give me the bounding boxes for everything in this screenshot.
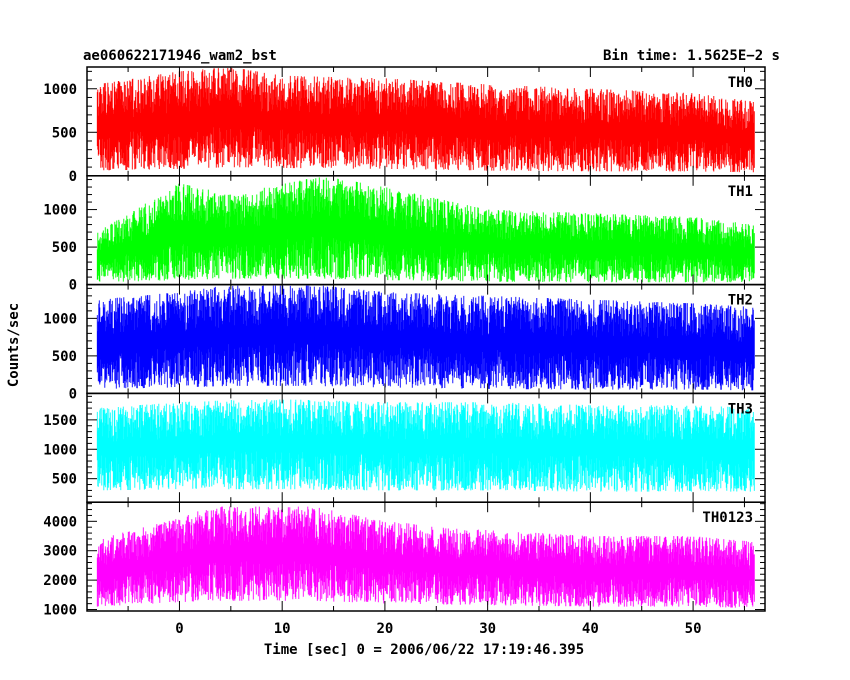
y-tick-label: 500 (52, 240, 77, 256)
panel-th2: 0 500 1000 TH2 (43, 283, 766, 402)
series-trace-th0123 (96, 506, 755, 608)
series-label-th0123: TH0123 (702, 510, 753, 526)
y-tick-label: 1000 (43, 603, 77, 619)
x-tick-label: 10 (274, 621, 291, 637)
chart-title: ae060622171946_wam2_bst (83, 48, 277, 64)
series-label-th0: TH0 (728, 75, 753, 91)
y-tick-label: 1000 (43, 442, 77, 458)
y-tick-label: 3000 (43, 544, 77, 560)
y-tick-label: 2000 (43, 573, 77, 589)
y-tick-label: 0 (69, 169, 77, 185)
panel-th3: 500 1000 1500 TH3 (43, 392, 766, 503)
y-tick-label: 0 (69, 386, 77, 402)
series-trace-th2 (96, 285, 755, 391)
x-axis-label: Time [sec] 0 = 2006/06/22 17:19:46.395 (264, 642, 584, 658)
series-trace-th1 (96, 177, 755, 283)
y-tick-label: 1000 (43, 311, 77, 327)
y-tick-label: 500 (52, 349, 77, 365)
panels: 0 500 1000 TH0 0 500 1000 TH1 0 500 1000 TH2 500 1000… (43, 66, 766, 619)
y-axis-label: Counts/sec (6, 303, 22, 387)
x-tick-label: 0 (175, 621, 183, 637)
series-trace-th3 (96, 399, 755, 492)
series-trace-th0 (96, 68, 755, 173)
y-tick-label: 1000 (43, 203, 77, 219)
y-tick-label: 1500 (43, 413, 77, 429)
y-tick-label: 1000 (43, 82, 77, 98)
y-tick-label: 500 (52, 472, 77, 488)
series-label-th2: TH2 (728, 293, 753, 309)
y-tick-label: 4000 (43, 514, 77, 530)
panel-th0: 0 500 1000 TH0 (43, 66, 766, 185)
bin-time-label: Bin time: 1.5625E−2 s (603, 48, 780, 64)
x-tick-label: 50 (685, 621, 702, 637)
y-tick-label: 0 (69, 278, 77, 294)
x-tick-label: 40 (582, 621, 599, 637)
x-tick-label: 30 (479, 621, 496, 637)
x-axis: 0 10 20 30 40 50 (175, 621, 701, 637)
panel-th0123: 1000 2000 3000 4000 TH0123 (43, 501, 766, 619)
y-tick-label: 500 (52, 125, 77, 141)
series-label-th3: TH3 (728, 401, 753, 417)
panel-th1: 0 500 1000 TH1 (43, 175, 766, 294)
series-label-th1: TH1 (728, 184, 753, 200)
x-tick-label: 20 (376, 621, 393, 637)
